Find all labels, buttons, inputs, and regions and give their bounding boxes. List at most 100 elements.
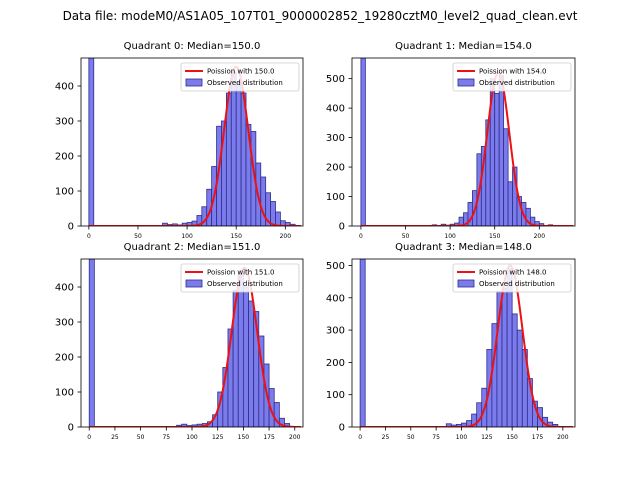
x-tick-label: 175: [263, 434, 275, 441]
histogram-bar: [494, 92, 500, 226]
x-tick-label: 100: [456, 434, 468, 441]
y-tick-label: 0: [339, 423, 345, 434]
x-tick-label: 200: [557, 434, 569, 441]
legend-bar-swatch: [457, 78, 475, 87]
y-tick-label: 0: [68, 423, 74, 434]
y-tick-label: 100: [55, 187, 74, 198]
y-tick-label: 300: [326, 133, 345, 144]
x-tick-label: 50: [407, 434, 415, 441]
x-tick-label: 75: [432, 434, 440, 441]
x-tick-label: 175: [532, 434, 544, 441]
quadrant-1-axes-frame: [351, 57, 576, 227]
legend-box: [180, 62, 300, 92]
quadrant-0-chart: Quadrant 0: Median=150.0 0 100 200 300 400 0 50…: [55, 41, 304, 240]
legend-bar-swatch: [185, 279, 203, 288]
x-tick-label: 0: [358, 434, 362, 441]
x-tick-label: 150: [230, 233, 242, 240]
legend-bars-label: Observed distribution: [479, 79, 555, 87]
legend-box: [180, 263, 300, 293]
histogram-bar: [88, 259, 95, 427]
y-tick-label: 200: [55, 152, 74, 163]
x-tick-label: 150: [238, 434, 250, 441]
quadrant-0-bars: [88, 58, 296, 226]
legend-curve-label: Poission with 154.0: [479, 68, 547, 76]
x-tick-label: 75: [162, 434, 170, 441]
figure-title: Data file: modeM0/AS1A05_107T01_90000028…: [63, 9, 578, 23]
quadrant-1-title: Quadrant 1: Median=154.0: [395, 41, 532, 52]
x-tick-label: 200: [280, 233, 292, 240]
x-tick-label: 0: [359, 233, 363, 240]
y-tick-label: 500: [326, 74, 345, 85]
quadrant-3-legend: Poission with 148.0 Observed distribution: [452, 263, 572, 293]
legend-bar-swatch: [457, 279, 475, 288]
x-tick-label: 100: [444, 233, 456, 240]
quadrant-3-axes-frame: [351, 258, 576, 428]
x-tick-label: 0: [87, 233, 91, 240]
y-tick-label: 400: [55, 283, 74, 294]
legend-bars-label: Observed distribution: [207, 79, 283, 87]
x-tick-label: 150: [506, 434, 518, 441]
histogram-bar: [511, 313, 518, 427]
histogram-bar: [237, 272, 244, 427]
histogram-bar: [516, 329, 523, 427]
legend-box: [452, 263, 572, 293]
histogram-bar: [248, 300, 255, 427]
x-tick-label: 25: [382, 434, 390, 441]
x-tick-label: 50: [402, 233, 410, 240]
x-tick-label: 125: [212, 434, 224, 441]
x-tick-label: 200: [534, 233, 546, 240]
histogram-bar: [507, 181, 513, 226]
histogram-bar: [275, 211, 281, 226]
quadrant-0-axes-frame: [80, 57, 304, 227]
histogram-bar: [235, 82, 242, 226]
quadrant-2-legend: Poission with 151.0 Observed distribution: [180, 263, 300, 293]
y-tick-label: 200: [326, 358, 345, 369]
y-tick-label: 300: [55, 318, 74, 329]
histogram-bar: [242, 286, 249, 427]
histogram-bar: [501, 287, 508, 427]
histogram-bar: [360, 58, 366, 226]
quadrant-1-chart: Quadrant 1: Median=154.00100200300400500…: [326, 41, 576, 240]
legend-box: [452, 62, 572, 92]
y-tick-label: 500: [326, 261, 345, 272]
x-tick-label: 50: [134, 233, 142, 240]
y-tick-label: 0: [339, 222, 345, 233]
y-tick-label: 100: [326, 390, 345, 401]
histogram-bar: [230, 71, 237, 226]
histogram-bar: [506, 268, 513, 427]
histogram-bar: [498, 75, 505, 226]
legend-curve-label: Poission with 150.0: [207, 68, 275, 76]
quadrant-1-legend: Poission with 154.0 Observed distribution: [452, 62, 572, 92]
x-tick-label: 0: [87, 434, 91, 441]
histogram-bar: [88, 58, 95, 226]
y-tick-label: 400: [55, 82, 74, 93]
legend-curve-label: Poission with 148.0: [479, 269, 547, 277]
y-tick-label: 100: [55, 388, 74, 399]
quadrant-0-legend: Poission with 150.0 Observed distribution: [180, 62, 300, 92]
y-tick-label: 200: [55, 353, 74, 364]
quadrant-3-chart: Quadrant 3: Median=148.00100200300400500…: [326, 242, 576, 441]
y-tick-label: 300: [55, 117, 74, 128]
quadrant-2-title: Quadrant 2: Median=151.0: [124, 242, 261, 253]
x-tick-label: 25: [111, 434, 119, 441]
legend-bars-label: Observed distribution: [207, 280, 283, 288]
x-tick-label: 125: [481, 434, 493, 441]
legend-bars-label: Observed distribution: [479, 280, 555, 288]
y-tick-label: 200: [326, 163, 345, 174]
y-tick-label: 0: [68, 222, 74, 233]
x-tick-label: 100: [186, 434, 198, 441]
legend-curve-label: Poission with 151.0: [207, 269, 275, 277]
histogram-bar: [270, 201, 276, 226]
poisson-curve: [88, 65, 302, 226]
y-tick-label: 400: [326, 293, 345, 304]
quadrant-0-title: Quadrant 0: Median=150.0: [124, 41, 261, 52]
x-tick-label: 150: [489, 233, 501, 240]
y-tick-label: 100: [326, 192, 345, 203]
quadrant-3-title: Quadrant 3: Median=148.0: [395, 242, 532, 253]
x-tick-label: 100: [181, 233, 193, 240]
x-tick-label: 50: [137, 434, 145, 441]
y-tick-label: 400: [326, 104, 345, 115]
x-tick-label: 200: [289, 434, 301, 441]
y-tick-label: 300: [326, 326, 345, 337]
